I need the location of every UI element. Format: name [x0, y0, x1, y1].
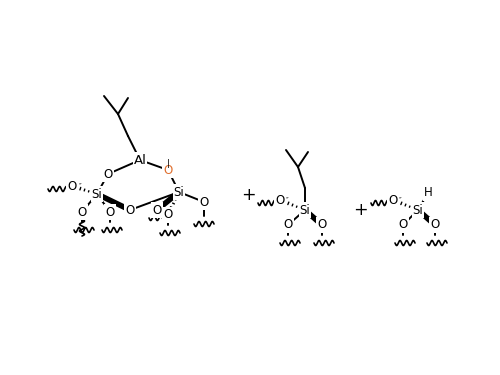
Text: O: O	[276, 194, 284, 207]
Text: O: O	[126, 204, 134, 216]
Text: +: +	[352, 201, 368, 219]
Text: Si: Si	[92, 188, 102, 201]
Text: ′′: ′′	[286, 196, 290, 206]
Text: O: O	[104, 168, 112, 180]
Text: O: O	[318, 219, 326, 231]
Text: Si: Si	[412, 204, 424, 216]
Text: O: O	[164, 164, 172, 177]
Text: ′′: ′′	[399, 196, 403, 206]
Text: Si: Si	[300, 204, 310, 216]
Text: +: +	[240, 186, 256, 204]
Text: |: |	[166, 159, 170, 168]
Text: O: O	[398, 219, 407, 231]
Text: H: H	[424, 186, 432, 200]
Text: O: O	[284, 219, 292, 231]
Text: ′′: ′′	[79, 183, 83, 192]
Text: Al: Al	[134, 153, 146, 166]
Text: O: O	[78, 206, 86, 219]
Text: O: O	[106, 206, 114, 219]
Text: Si: Si	[174, 186, 184, 198]
Text: O: O	[200, 195, 208, 208]
Text: O: O	[430, 219, 440, 231]
Text: O: O	[68, 180, 76, 192]
Text: O: O	[164, 209, 172, 222]
Text: O: O	[388, 194, 398, 207]
Text: O: O	[152, 204, 162, 216]
